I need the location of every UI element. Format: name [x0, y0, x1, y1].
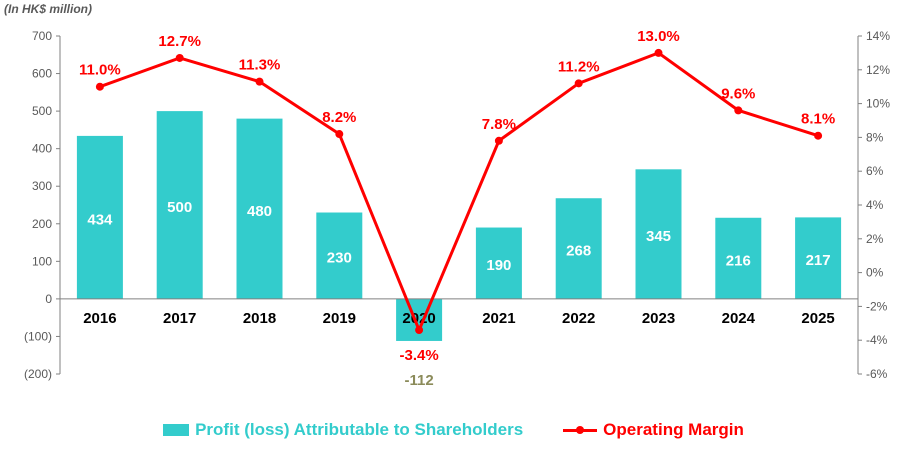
legend-line-swatch — [563, 423, 598, 437]
category-label: 2016 — [83, 310, 116, 327]
margin-point-2016 — [95, 82, 104, 91]
margin-label: 8.2% — [322, 109, 356, 126]
category-label: 2022 — [562, 310, 595, 327]
category-label: 2018 — [243, 310, 276, 327]
legend: Profit (loss) Attributable to Shareholde… — [0, 420, 907, 440]
operating-margin-line — [99, 51, 819, 334]
bar-2025 — [795, 217, 842, 299]
bar-value-label: 217 — [806, 252, 831, 269]
margin-label: 9.6% — [721, 85, 755, 102]
category-label: 2020 — [402, 310, 435, 327]
category-label: 2024 — [722, 310, 756, 327]
bar-2022 — [555, 198, 602, 299]
margin-label: -3.4% — [400, 347, 439, 364]
bar-2021 — [475, 227, 522, 299]
legend-item-profit: Profit (loss) Attributable to Shareholde… — [163, 420, 523, 440]
category-label: 2017 — [163, 310, 196, 327]
bar-value-label: 190 — [486, 257, 511, 274]
margin-point-2023 — [654, 48, 663, 57]
left-tick-label: 700 — [32, 29, 52, 43]
margin-point-2020 — [415, 326, 424, 335]
right-tick-label: 12% — [866, 63, 890, 77]
bar-value-label: 480 — [247, 203, 272, 220]
bar-value-label: 216 — [726, 252, 751, 269]
margin-label: 13.0% — [637, 28, 680, 45]
legend-bar-swatch — [163, 424, 190, 436]
category-label: 2023 — [642, 310, 675, 327]
bar-2023 — [635, 169, 682, 299]
bar-2019 — [316, 212, 363, 299]
bar-value-label: 500 — [167, 199, 192, 216]
right-tick-label: 0% — [866, 266, 884, 280]
category-label: 2019 — [323, 310, 356, 327]
margin-point-2021 — [494, 136, 503, 145]
margin-point-2022 — [574, 79, 583, 88]
category-label: 2021 — [482, 310, 515, 327]
right-tick-label: 4% — [866, 198, 884, 212]
right-tick-label: -2% — [866, 299, 888, 313]
right-tick-label: 14% — [866, 29, 890, 43]
right-tick-label: 2% — [866, 232, 884, 246]
margin-label: 11.3% — [239, 57, 281, 74]
left-tick-label: 0 — [45, 292, 52, 306]
bar-value-label: 268 — [566, 243, 591, 260]
margin-point-2018 — [255, 77, 264, 86]
profit-margin-chart: (200) (100) 0 100 200 300 400 500 600 700 -6% -4% -2… — [24, 28, 890, 389]
left-tick-label: 200 — [32, 217, 52, 231]
margin-label: 12.7% — [158, 33, 201, 50]
right-tick-label: 8% — [866, 130, 884, 144]
bar-value-label: -112 — [404, 372, 433, 389]
margin-label: 11.0% — [79, 62, 121, 79]
legend-item-margin: Operating Margin — [563, 420, 744, 440]
margin-point-2025 — [814, 131, 823, 140]
right-tick-label: 10% — [866, 97, 890, 111]
right-tick-label: -4% — [866, 333, 888, 347]
left-tick-label: 600 — [32, 67, 52, 81]
category-label: 2025 — [801, 310, 834, 327]
bar-2016 — [76, 135, 123, 299]
margin-label: 8.1% — [801, 111, 835, 128]
left-tick-label: 300 — [32, 179, 52, 193]
left-tick-label: (100) — [24, 329, 52, 343]
left-tick-label: 500 — [32, 104, 52, 118]
left-tick-label: 400 — [32, 142, 52, 156]
legend-label-margin: Operating Margin — [603, 420, 744, 439]
bar-2024 — [715, 217, 762, 299]
margin-label: 7.8% — [482, 116, 516, 133]
margin-point-2024 — [734, 106, 743, 115]
bar-2017 — [156, 111, 203, 299]
unit-label: (In HK$ million) — [4, 2, 92, 16]
bar-2018 — [236, 118, 283, 299]
left-tick-label: (200) — [24, 367, 52, 381]
margin-label: 11.2% — [558, 58, 600, 75]
right-tick-label: -6% — [866, 367, 888, 381]
margin-point-2019 — [335, 130, 344, 139]
left-tick-label: 100 — [32, 254, 52, 268]
bar-value-label: 434 — [87, 211, 113, 228]
legend-label-profit: Profit (loss) Attributable to Shareholde… — [195, 420, 524, 439]
margin-point-2017 — [175, 53, 184, 62]
bar-value-label: 345 — [646, 228, 671, 245]
bar-value-label: 230 — [327, 250, 352, 267]
right-tick-label: 6% — [866, 164, 884, 178]
